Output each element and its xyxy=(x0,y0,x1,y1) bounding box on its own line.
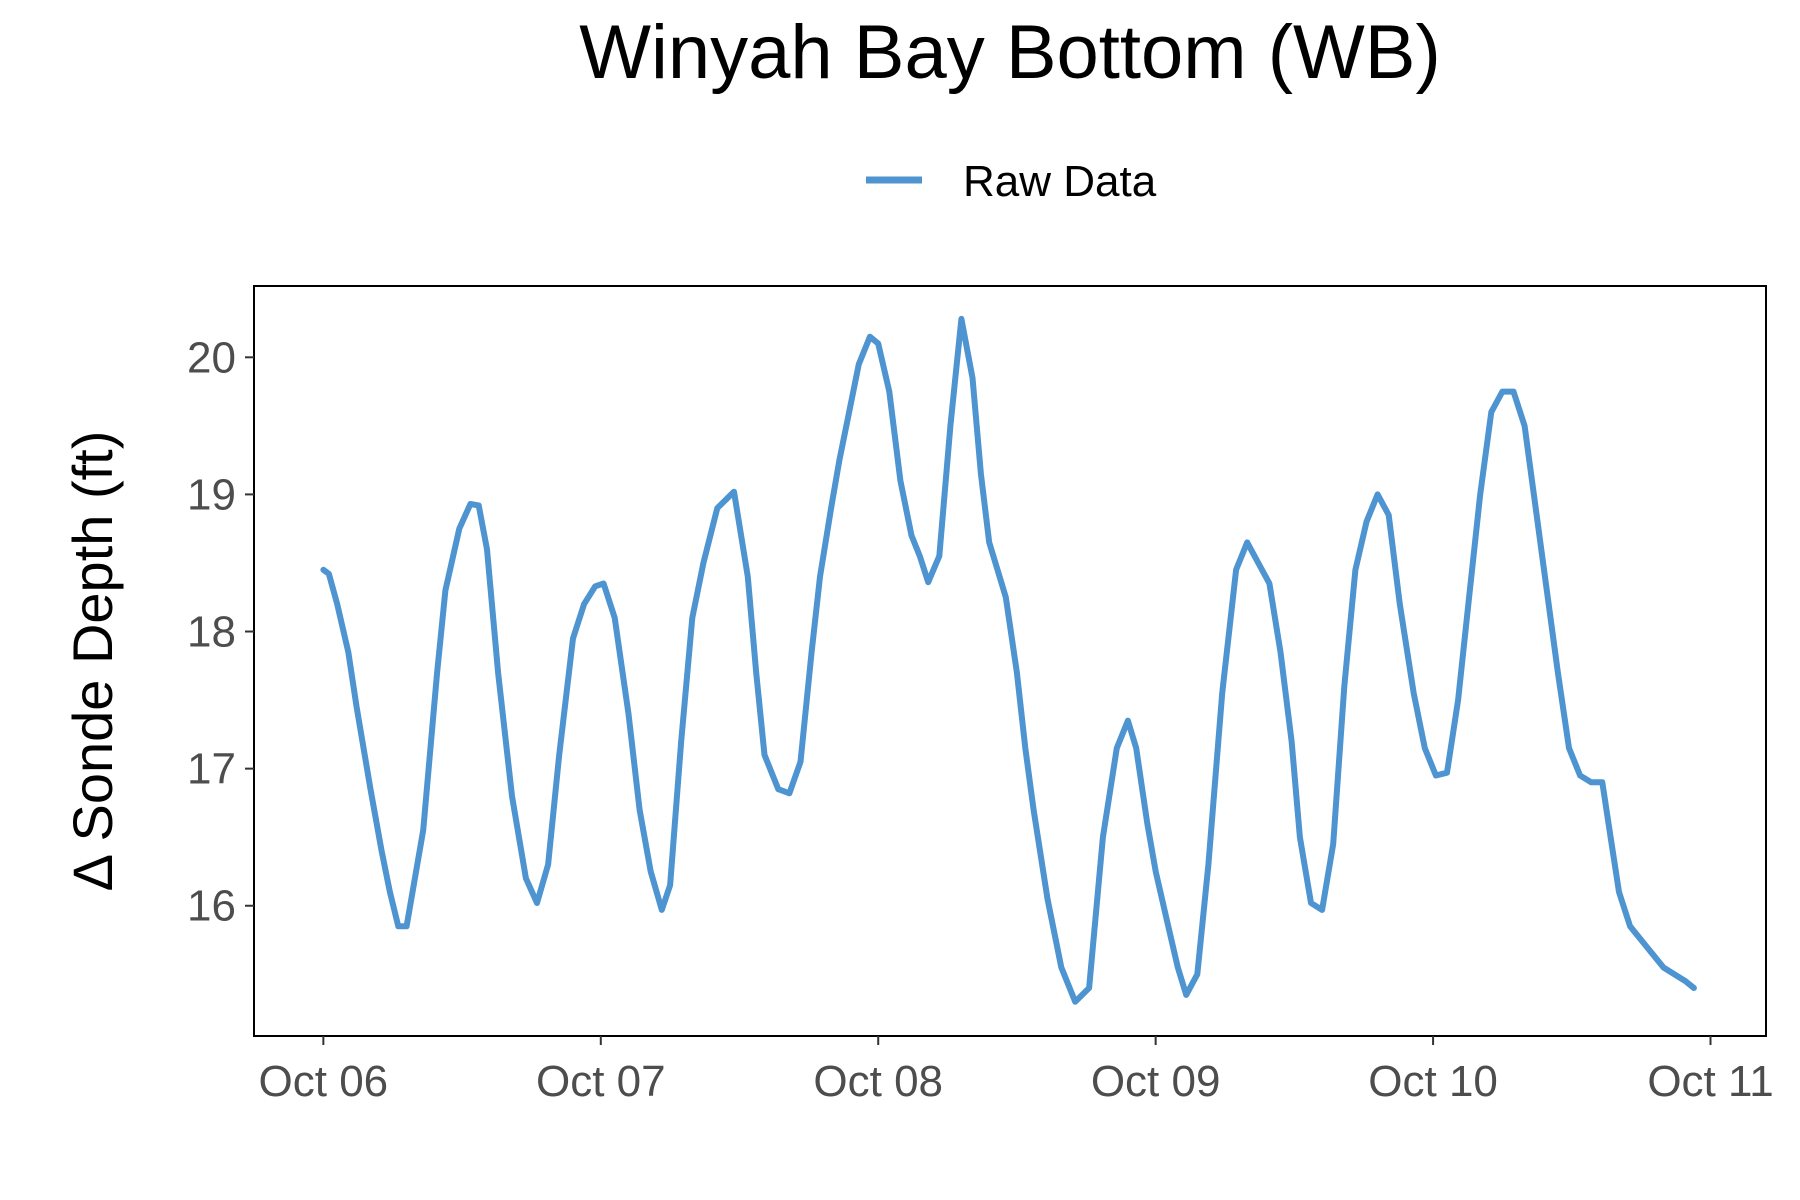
y-tick-label: 19 xyxy=(187,470,236,519)
y-tick-label: 17 xyxy=(187,745,236,794)
y-axis: 16 17 18 19 20 xyxy=(187,333,254,931)
y-tick-label: 16 xyxy=(187,882,236,931)
series-line-raw-data xyxy=(320,315,1697,1005)
x-tick-label: Oct 06 xyxy=(259,1057,389,1106)
chart-title: Winyah Bay Bottom (WB) xyxy=(579,10,1441,95)
y-axis-title: Δ Sonde Depth (ft) xyxy=(61,431,124,892)
legend-label-raw-data: Raw Data xyxy=(963,157,1157,206)
y-tick-label: 18 xyxy=(187,608,236,657)
y-tick-label: 20 xyxy=(187,333,236,382)
legend: Raw Data xyxy=(866,157,1157,206)
x-tick-label: Oct 09 xyxy=(1091,1057,1221,1106)
plot-panel xyxy=(253,285,1767,1037)
x-axis: Oct 06 Oct 07 Oct 08 Oct 09 Oct 10 Oct 11 xyxy=(259,1036,1774,1106)
x-tick-label: Oct 08 xyxy=(813,1057,943,1106)
x-tick-label: Oct 11 xyxy=(1647,1057,1773,1106)
x-tick-label: Oct 10 xyxy=(1368,1057,1498,1106)
x-tick-label: Oct 07 xyxy=(536,1057,666,1106)
